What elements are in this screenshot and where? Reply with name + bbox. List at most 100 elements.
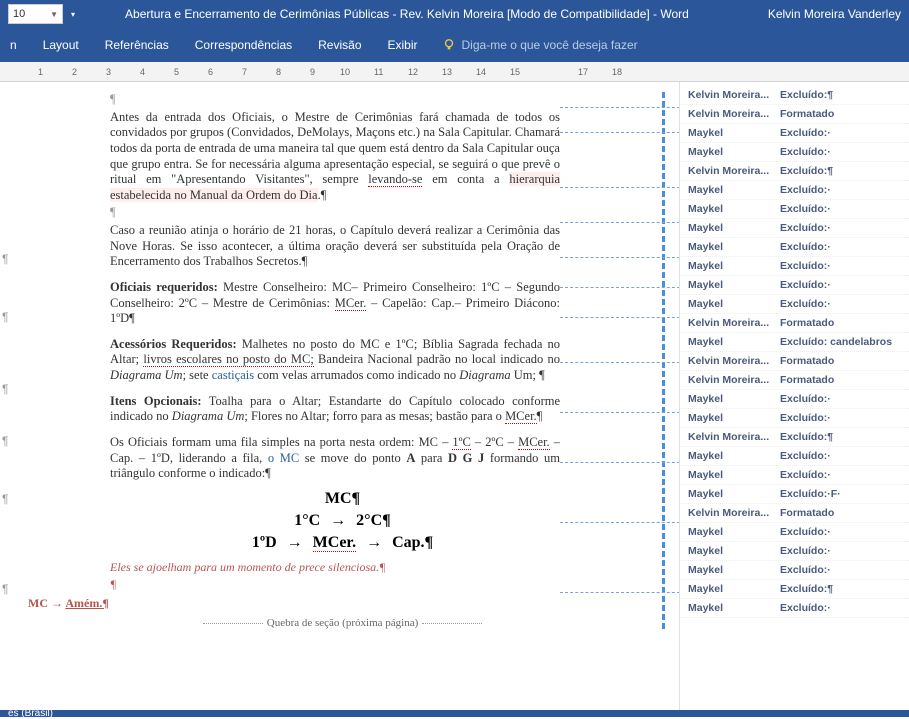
ruler-mark: 9 <box>310 67 315 77</box>
revision-action: Excluído:·F· <box>780 488 841 500</box>
revision-author: Kelvin Moreira... <box>688 431 780 443</box>
revision-author: Maykel <box>688 203 780 215</box>
revision-action: Excluído:· <box>780 545 831 557</box>
ruler-mark: 4 <box>140 67 145 77</box>
ribbon-tabs: n Layout Referências Correspondências Re… <box>0 28 909 62</box>
ribbon-tab-layout[interactable]: Layout <box>41 34 81 56</box>
horizontal-ruler[interactable]: 1 2 3 4 5 6 7 8 9 10 11 12 13 14 15 17 1… <box>0 62 909 82</box>
revision-author: Kelvin Moreira... <box>688 355 780 367</box>
revisions-pane[interactable]: Kelvin Moreira...Excluído:¶Kelvin Moreir… <box>679 82 909 710</box>
revision-row[interactable]: Kelvin Moreira...Formatado <box>680 352 909 371</box>
revision-row[interactable]: Kelvin Moreira...Formatado <box>680 371 909 390</box>
revision-action: Excluído:· <box>780 203 831 215</box>
document-area[interactable]: ¶ ¶ ¶ ¶ ¶ ¶ ¶ Antes da entrada dos Ofici… <box>0 82 679 710</box>
revision-author: Maykel <box>688 412 780 424</box>
ruler-mark: 5 <box>174 67 179 77</box>
revision-row[interactable]: MaykelExcluído:· <box>680 542 909 561</box>
para-mark-icon: ¶ <box>2 310 8 324</box>
revision-author: Kelvin Moreira... <box>688 317 780 329</box>
paragraph-acessorios: Acessórios Requeridos: Malhetes no posto… <box>110 337 560 384</box>
ruler-mark: 7 <box>242 67 247 77</box>
ruler-mark: 14 <box>476 67 486 77</box>
revision-row[interactable]: MaykelExcluído: candelabros <box>680 333 909 352</box>
revision-row[interactable]: Kelvin Moreira...Excluído:¶ <box>680 162 909 181</box>
revision-row[interactable]: MaykelExcluído:· <box>680 257 909 276</box>
revision-row[interactable]: Kelvin Moreira...Excluído:¶ <box>680 428 909 447</box>
revision-row[interactable]: Kelvin Moreira...Formatado <box>680 105 909 124</box>
amem-line: MC → Amém.¶ <box>28 596 665 611</box>
revision-row[interactable]: Kelvin Moreira...Excluído:¶ <box>680 86 909 105</box>
revision-author: Maykel <box>688 526 780 538</box>
revision-author: Maykel <box>688 488 780 500</box>
ruler-mark: 6 <box>208 67 213 77</box>
revision-row[interactable]: MaykelExcluído:· <box>680 124 909 143</box>
revision-author: Kelvin Moreira... <box>688 108 780 120</box>
revision-action: Formatado <box>780 507 834 519</box>
revision-row[interactable]: MaykelExcluído:· <box>680 599 909 618</box>
font-size-selector[interactable]: 10 ▼ <box>8 4 63 24</box>
revision-author: Maykel <box>688 450 780 462</box>
revision-row[interactable]: Kelvin Moreira...Formatado <box>680 314 909 333</box>
revision-action: Excluído:· <box>780 260 831 272</box>
revision-author: Maykel <box>688 583 780 595</box>
revision-row[interactable]: MaykelExcluído:· <box>680 447 909 466</box>
paragraph-oficiais: Oficiais requeridos: Mestre Conselheiro:… <box>110 280 560 327</box>
revision-row[interactable]: MaykelExcluído:· <box>680 409 909 428</box>
ruler-mark: 2 <box>72 67 77 77</box>
ribbon-tab-0[interactable]: n <box>8 34 19 56</box>
ruler-mark: 11 <box>374 67 383 77</box>
paragraph-1: ¶ Antes da entrada dos Oficiais, o Mestr… <box>110 92 560 270</box>
revision-row[interactable]: MaykelExcluído:· <box>680 390 909 409</box>
ribbon-tab-referencias[interactable]: Referências <box>103 34 171 56</box>
revision-action: Excluído:· <box>780 222 831 234</box>
ruler-mark: 12 <box>408 67 418 77</box>
revision-action: Formatado <box>780 355 834 367</box>
ribbon-tab-revisao[interactable]: Revisão <box>316 34 363 56</box>
revision-author: Kelvin Moreira... <box>688 89 780 101</box>
ribbon-tab-correspondencias[interactable]: Correspondências <box>193 34 294 56</box>
revision-action: Excluído:· <box>780 184 831 196</box>
revision-row[interactable]: MaykelExcluído:· <box>680 238 909 257</box>
revision-row[interactable]: MaykelExcluído:· <box>680 466 909 485</box>
revision-author: Maykel <box>688 222 780 234</box>
title-bar: 10 ▼ ▾ Abertura e Encerramento de Cerimô… <box>0 0 909 28</box>
revision-row[interactable]: MaykelExcluído:· <box>680 219 909 238</box>
para-mark-icon: ¶ <box>2 434 8 448</box>
revision-row[interactable]: MaykelExcluído:· <box>680 181 909 200</box>
revision-action: Excluído:¶ <box>780 89 833 101</box>
user-name[interactable]: Kelvin Moreira Vanderley <box>768 7 901 21</box>
revision-row[interactable]: MaykelExcluído:· <box>680 143 909 162</box>
revision-action: Excluído:· <box>780 469 831 481</box>
revision-action: Excluído:¶ <box>780 583 833 595</box>
revision-action: Excluído:· <box>780 412 831 424</box>
revision-author: Maykel <box>688 336 780 348</box>
para-mark-icon: ¶ <box>2 382 8 396</box>
revision-row[interactable]: MaykelExcluído:¶ <box>680 580 909 599</box>
revision-row[interactable]: MaykelExcluído:· <box>680 523 909 542</box>
revision-author: Kelvin Moreira... <box>688 165 780 177</box>
revision-author: Maykel <box>688 127 780 139</box>
revision-row[interactable]: Kelvin Moreira...Formatado <box>680 504 909 523</box>
language-indicator[interactable]: ês (Brasil) <box>8 708 53 719</box>
revision-row[interactable]: MaykelExcluído:·F· <box>680 485 909 504</box>
revision-row[interactable]: MaykelExcluído:· <box>680 561 909 580</box>
font-size-value: 10 <box>13 8 25 20</box>
revision-row[interactable]: MaykelExcluído:· <box>680 276 909 295</box>
revision-action: Excluído:· <box>780 298 831 310</box>
revision-row[interactable]: MaykelExcluído:· <box>680 295 909 314</box>
revision-author: Maykel <box>688 184 780 196</box>
revision-action: Formatado <box>780 108 834 120</box>
revision-action: Excluído:¶ <box>780 165 833 177</box>
italic-instruction: Eles se ajoelham para um momento de prec… <box>110 560 665 575</box>
ruler-mark: 15 <box>510 67 520 77</box>
tell-me-box[interactable]: Diga-me o que você deseja fazer <box>442 38 638 52</box>
section-break: Quebra de seção (próxima página) <box>20 617 665 629</box>
revision-row[interactable]: MaykelExcluído:· <box>680 200 909 219</box>
revision-action: Excluído:¶ <box>780 431 833 443</box>
revision-author: Maykel <box>688 260 780 272</box>
revision-author: Maykel <box>688 146 780 158</box>
revision-action: Excluído:· <box>780 526 831 538</box>
ribbon-tab-exibir[interactable]: Exibir <box>386 34 420 56</box>
revision-author: Maykel <box>688 469 780 481</box>
overflow-icon[interactable]: ▾ <box>71 10 75 19</box>
